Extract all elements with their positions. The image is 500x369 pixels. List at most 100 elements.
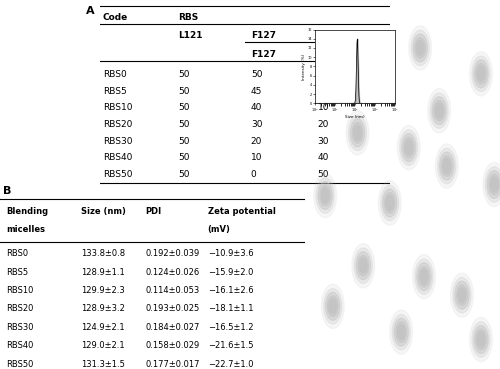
Text: RBS40: RBS40	[103, 153, 132, 162]
Text: C: C	[318, 9, 326, 19]
Circle shape	[356, 252, 370, 280]
Text: RBS10: RBS10	[6, 286, 34, 295]
Circle shape	[472, 56, 490, 92]
Circle shape	[382, 189, 397, 217]
Text: 129.0±2.1: 129.0±2.1	[80, 341, 124, 350]
Circle shape	[322, 284, 344, 328]
Circle shape	[346, 111, 369, 155]
Circle shape	[396, 322, 406, 342]
Circle shape	[474, 60, 488, 88]
Circle shape	[450, 273, 473, 317]
Circle shape	[352, 244, 374, 288]
Circle shape	[455, 281, 469, 309]
Text: 133.8±0.8: 133.8±0.8	[80, 249, 124, 258]
Text: 50: 50	[318, 170, 329, 179]
Circle shape	[440, 152, 454, 180]
Text: 45: 45	[251, 87, 262, 96]
Circle shape	[430, 93, 448, 128]
Circle shape	[314, 173, 336, 218]
Text: 50: 50	[178, 87, 190, 96]
Circle shape	[398, 325, 405, 339]
Circle shape	[392, 314, 410, 350]
Text: 40: 40	[251, 103, 262, 112]
Text: 10: 10	[251, 153, 262, 162]
Text: 0.192±0.039: 0.192±0.039	[146, 249, 200, 258]
Text: 0.177±0.017: 0.177±0.017	[146, 360, 200, 369]
Text: F127: F127	[251, 31, 276, 40]
Circle shape	[428, 89, 450, 133]
Text: RBS5: RBS5	[103, 87, 126, 96]
Circle shape	[329, 299, 336, 314]
Circle shape	[453, 277, 471, 313]
Text: RBS0: RBS0	[103, 70, 126, 79]
Y-axis label: Intensity (%): Intensity (%)	[302, 53, 306, 80]
X-axis label: Size (nm): Size (nm)	[345, 115, 365, 119]
Circle shape	[316, 178, 334, 213]
Text: L121: L121	[178, 31, 203, 40]
Circle shape	[350, 119, 364, 147]
Circle shape	[360, 258, 367, 273]
Text: RGD-F127: RGD-F127	[318, 50, 368, 59]
Text: 50: 50	[178, 170, 190, 179]
Text: 50: 50	[178, 137, 190, 145]
Text: 50: 50	[178, 120, 190, 129]
Circle shape	[318, 182, 332, 210]
Circle shape	[380, 185, 399, 221]
Text: 129.9±2.3: 129.9±2.3	[80, 286, 124, 295]
Text: RBS5: RBS5	[6, 268, 28, 276]
Circle shape	[476, 329, 486, 350]
Text: 0.158±0.029: 0.158±0.029	[146, 341, 200, 350]
Text: PDI: PDI	[146, 207, 162, 215]
Text: 0: 0	[318, 70, 323, 79]
Circle shape	[400, 130, 418, 165]
Circle shape	[322, 188, 329, 203]
Text: −10.9±3.6: −10.9±3.6	[208, 249, 254, 258]
Text: 5: 5	[318, 87, 323, 96]
Circle shape	[485, 167, 500, 202]
Text: RBS40: RBS40	[6, 341, 34, 350]
Text: RBS30: RBS30	[6, 323, 34, 332]
Text: RBS50: RBS50	[6, 360, 34, 369]
Circle shape	[415, 38, 426, 58]
Circle shape	[472, 322, 490, 357]
Text: 0.193±0.025: 0.193±0.025	[146, 304, 200, 313]
Circle shape	[476, 63, 486, 84]
Circle shape	[432, 97, 446, 125]
Circle shape	[434, 100, 444, 121]
Circle shape	[411, 30, 430, 66]
Circle shape	[470, 52, 492, 96]
Text: 0: 0	[251, 170, 256, 179]
Text: 124.9±2.1: 124.9±2.1	[80, 323, 124, 332]
Text: 20: 20	[318, 120, 329, 129]
Circle shape	[386, 196, 394, 210]
Text: 0.114±0.053: 0.114±0.053	[146, 286, 200, 295]
Circle shape	[418, 266, 430, 287]
Text: RBS20: RBS20	[103, 120, 132, 129]
Circle shape	[417, 263, 431, 291]
Text: 0.124±0.026: 0.124±0.026	[146, 268, 200, 276]
Circle shape	[394, 318, 408, 346]
Circle shape	[416, 41, 424, 55]
Text: Zeta potential: Zeta potential	[208, 207, 276, 215]
Text: 20: 20	[251, 137, 262, 145]
Text: micelles: micelles	[6, 225, 45, 234]
Circle shape	[490, 177, 498, 192]
Text: 30: 30	[251, 120, 262, 129]
Text: 131.3±1.5: 131.3±1.5	[80, 360, 124, 369]
Circle shape	[458, 288, 466, 303]
Text: 128.9±3.2: 128.9±3.2	[80, 304, 124, 313]
Text: 50: 50	[178, 153, 190, 162]
Text: −18.1±1.1: −18.1±1.1	[208, 304, 253, 313]
Circle shape	[358, 255, 368, 276]
Text: −16.1±2.6: −16.1±2.6	[208, 286, 254, 295]
Circle shape	[402, 134, 416, 162]
Circle shape	[390, 310, 412, 354]
Circle shape	[474, 325, 488, 354]
Text: 50: 50	[178, 70, 190, 79]
Circle shape	[354, 248, 372, 283]
Text: 50: 50	[251, 70, 262, 79]
Circle shape	[412, 255, 436, 299]
Circle shape	[489, 174, 500, 195]
Circle shape	[398, 125, 420, 170]
Circle shape	[352, 123, 363, 143]
